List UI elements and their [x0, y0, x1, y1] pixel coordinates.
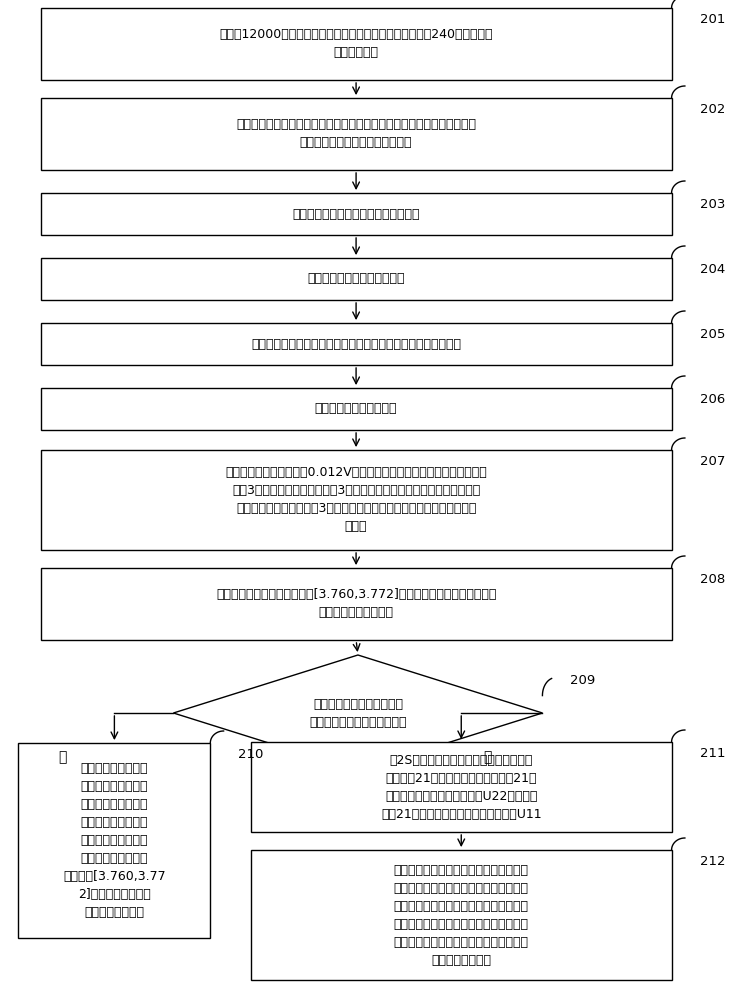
Text: 210: 210 [238, 748, 263, 761]
Text: 样本集合的分选率是否大于
或等于预设的分选率判定值？: 样本集合的分选率是否大于 或等于预设的分选率判定值？ [309, 698, 407, 728]
Text: 212: 212 [700, 855, 725, 868]
FancyBboxPatch shape [41, 98, 672, 170]
FancyBboxPatch shape [41, 388, 672, 430]
Text: 206: 206 [700, 393, 725, 406]
Text: 采集样本集合中每个电池单体的开路电压，并确定样本集合中的电池单体
开路电压最大值和开路电压最小值: 采集样本集合中每个电池单体的开路电压，并确定样本集合中的电池单体 开路电压最大值… [236, 118, 476, 149]
FancyBboxPatch shape [41, 193, 672, 235]
FancyBboxPatch shape [41, 450, 672, 550]
Text: 208: 208 [700, 573, 725, 586]
Text: 否: 否 [483, 750, 492, 764]
Text: 确定低开路电压下限，确定低开路电压上
限，确定高开路电压下限，确定高开路电
压上限，采集待分选电池单体集合中除样
本集合外的每个电池单体的开路电压，对
待分选锂: 确定低开路电压下限，确定低开路电压上 限，确定高开路电压下限，确定高开路电 压上… [394, 863, 528, 966]
Text: 从包含12000个电池单体的待分选电池单体集合中随机选择240个电池单体
组成样本集合: 从包含12000个电池单体的待分选电池单体集合中随机选择240个电池单体 组成样… [219, 28, 493, 59]
Text: 采集待分选锂离子动
力电池单体集合中除
样本集合外的每个电
池单体的开路电压，
将待分选锂离子动力
电池单体集合中开路
电压处于[3.760,3.77
2]的电: 采集待分选锂离子动 力电池单体集合中除 样本集合外的每个电 池单体的开路电压， … [63, 762, 166, 919]
Text: 205: 205 [700, 328, 725, 341]
Text: 以分选开路电压允许偏差0.012V为区间，确定样本集合中分组频率之和最
大的3个相邻分组，将确定出的3个相邻分组的最大上端电压确定为分选开
路电压上限，将确定出: 以分选开路电压允许偏差0.012V为区间，确定样本集合中分组频率之和最 大的3个… [225, 466, 487, 534]
FancyBboxPatch shape [41, 258, 672, 300]
Text: 是: 是 [58, 750, 67, 764]
FancyBboxPatch shape [41, 568, 672, 640]
Text: 211: 211 [700, 747, 725, 760]
FancyBboxPatch shape [251, 850, 672, 980]
Text: 203: 203 [700, 198, 725, 211]
Text: 以2S为区间，确定样本集合中分组频率之
和最大的21个相邻分组，将确定出的21个
相邻分组的最大上端电压记为U22，将确定
出的21个相邻分组的最小下端电压记为: 以2S为区间，确定样本集合中分组频率之 和最大的21个相邻分组，将确定出的21个… [381, 754, 542, 820]
Text: 确定样本集合的电池单体开路电压区间: 确定样本集合的电池单体开路电压区间 [292, 208, 420, 221]
Text: 202: 202 [700, 103, 725, 116]
Text: 201: 201 [700, 13, 725, 26]
Text: 以确定出的最小分组组距对样本集合中的所有电池单体进行分组: 以确定出的最小分组组距对样本集合中的所有电池单体进行分组 [251, 338, 461, 351]
Text: 204: 204 [700, 263, 725, 276]
Text: 207: 207 [700, 455, 725, 468]
FancyBboxPatch shape [18, 743, 210, 938]
Polygon shape [173, 655, 542, 771]
FancyBboxPatch shape [41, 323, 672, 365]
FancyBboxPatch shape [41, 8, 672, 80]
Text: 计算各个分组的分组频率: 计算各个分组的分组频率 [315, 402, 397, 416]
FancyBboxPatch shape [251, 742, 672, 832]
Text: 209: 209 [570, 674, 596, 687]
Text: 确定样本集合中开路电压处于[3.760,3.772]范围内的电池单体的数量，并
计算样本集合的分选率: 确定样本集合中开路电压处于[3.760,3.772]范围内的电池单体的数量，并 … [216, 588, 496, 620]
Text: 确定样本集合的最小分组组距: 确定样本集合的最小分组组距 [307, 272, 405, 286]
